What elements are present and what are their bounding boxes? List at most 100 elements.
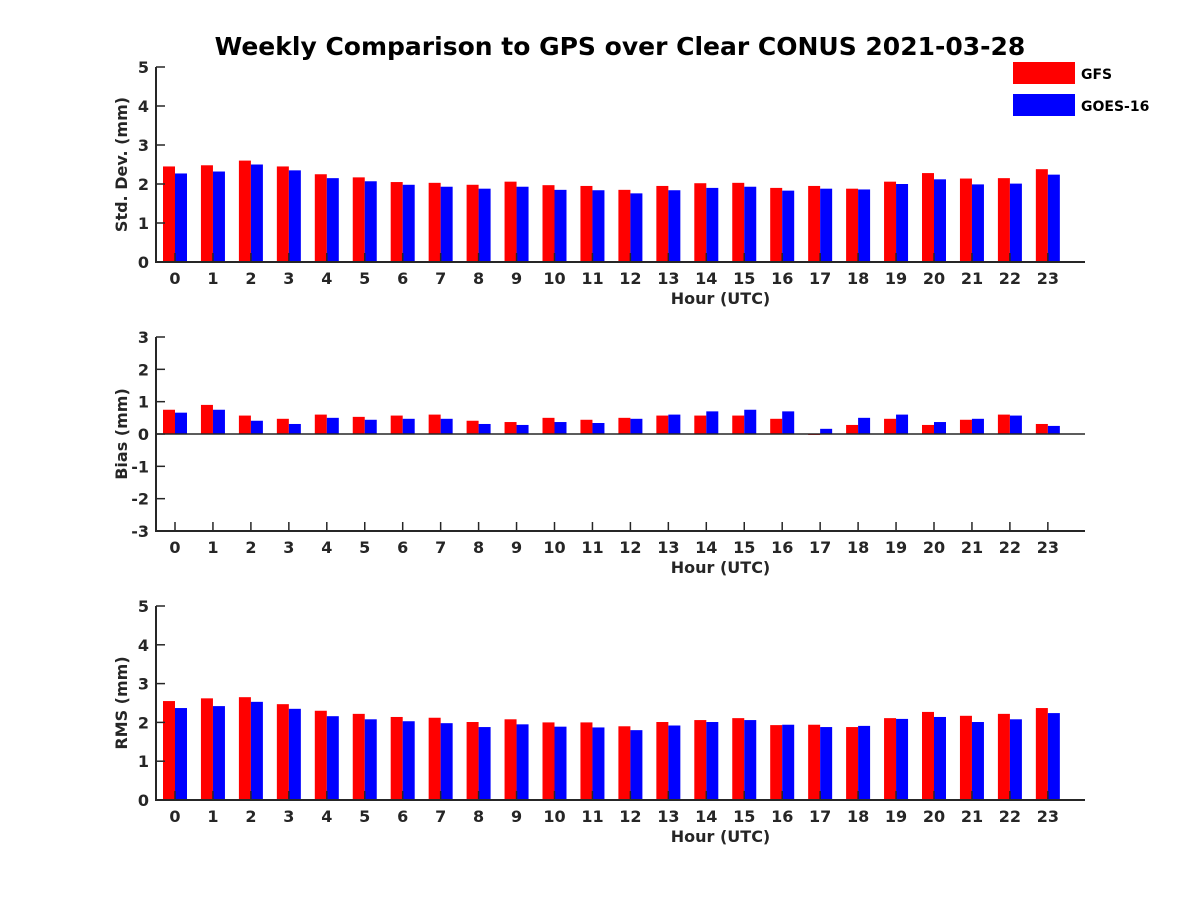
std-dev-bar-goes16-3 (288, 170, 301, 262)
rms-bar-gfs-1 (200, 698, 213, 800)
bias-bar-gfs-18 (846, 424, 859, 434)
rms-bar-gfs-6 (390, 716, 403, 800)
std-dev-xtick-label: 21 (961, 269, 983, 288)
rms-ytick-label: 4 (138, 636, 149, 655)
std-dev-bar-goes16-15 (744, 186, 757, 262)
bias-xtick-label: 14 (695, 538, 717, 557)
bias-bar-gfs-11 (580, 419, 593, 434)
bias-bar-goes16-0 (175, 412, 187, 434)
std-dev-bar-goes16-22 (1009, 183, 1022, 262)
std-dev-bar-gfs-4 (314, 174, 327, 262)
bias-bar-goes16-22 (1009, 415, 1022, 434)
bias-ytick-label: 2 (138, 360, 149, 379)
std-dev-bar-gfs-23 (1035, 169, 1048, 262)
std-dev-ytick-label: 0 (138, 253, 149, 272)
bias-xtick-label: 22 (999, 538, 1021, 557)
rms-xtick-label: 15 (733, 807, 755, 826)
std-dev-x-axis-label: Hour (UTC) (671, 289, 771, 308)
rms-xtick-label: 22 (999, 807, 1021, 826)
std-dev-xtick-label: 19 (885, 269, 907, 288)
legend-label-goes16: GOES-16 (1081, 99, 1149, 115)
bias-bar-gfs-7 (428, 414, 441, 434)
bias-bar-goes16-16 (782, 411, 795, 434)
bias-ytick-label: -1 (131, 457, 149, 476)
std-dev-bar-gfs-3 (276, 166, 289, 262)
bias-ytick-label: -2 (131, 490, 149, 509)
legend-label-gfs: GFS (1081, 67, 1112, 83)
std-dev-ytick-label: 1 (138, 214, 149, 233)
rms-xtick-label: 16 (771, 807, 793, 826)
rms-xtick-label: 19 (885, 807, 907, 826)
rms-bar-goes16-5 (364, 719, 377, 800)
rms-bar-gfs-4 (314, 710, 327, 800)
bias-xtick-label: 1 (207, 538, 218, 557)
bias-bar-goes16-5 (364, 419, 377, 434)
std-dev-xtick-label: 22 (999, 269, 1021, 288)
rms-bar-gfs-9 (504, 719, 517, 800)
std-dev-xtick-label: 18 (847, 269, 869, 288)
rms-xtick-label: 5 (359, 807, 370, 826)
bias-xtick-label: 3 (283, 538, 294, 557)
rms-bar-goes16-1 (212, 706, 225, 800)
rms-xtick-label: 10 (543, 807, 565, 826)
bias-bar-goes16-20 (934, 422, 946, 434)
bias-bar-goes16-15 (744, 409, 757, 434)
bias-bar-gfs-22 (997, 414, 1010, 434)
rms-bar-goes16-12 (630, 730, 643, 800)
rms-bar-goes16-4 (326, 716, 339, 800)
std-dev-xtick-label: 15 (733, 269, 755, 288)
rms-xtick-label: 7 (435, 807, 446, 826)
bias-xtick-label: 13 (657, 538, 679, 557)
rms-bar-goes16-23 (1047, 713, 1060, 800)
std-dev-bar-goes16-10 (554, 189, 567, 262)
std-dev-bar-gfs-5 (352, 177, 365, 262)
figure-title: Weekly Comparison to GPS over Clear CONU… (215, 32, 1026, 61)
rms-bar-goes16-2 (250, 701, 263, 800)
std-dev-xtick-label: 8 (473, 269, 484, 288)
std-dev-bar-goes16-5 (364, 181, 377, 262)
rms-bar-gfs-19 (884, 718, 897, 800)
rms-bar-gfs-16 (770, 725, 783, 800)
std-dev-bar-gfs-17 (808, 185, 821, 262)
bias-bar-gfs-2 (238, 415, 251, 434)
std-dev-xtick-label: 7 (435, 269, 446, 288)
std-dev-bar-gfs-7 (428, 182, 441, 262)
bias-bar-goes16-2 (250, 420, 263, 434)
std-dev-bar-goes16-9 (516, 186, 529, 262)
bias-bar-goes16-21 (971, 418, 984, 434)
rms-bar-gfs-22 (997, 713, 1010, 800)
std-dev-bar-gfs-20 (922, 173, 934, 262)
rms-bar-gfs-3 (276, 704, 289, 800)
std-dev-ytick-label: 5 (138, 58, 149, 77)
rms-bar-goes16-3 (288, 708, 301, 800)
rms-xtick-label: 17 (809, 807, 831, 826)
bias-xtick-label: 9 (511, 538, 522, 557)
rms-xtick-label: 12 (619, 807, 641, 826)
legend-swatch-gfs (1013, 62, 1075, 84)
rms-bar-goes16-0 (175, 708, 187, 800)
rms-bar-goes16-9 (516, 724, 529, 800)
bias-bar-goes16-14 (706, 411, 719, 434)
std-dev-y-axis-label: Std. Dev. (mm) (112, 97, 131, 232)
std-dev-bar-gfs-21 (959, 178, 972, 262)
bias-bar-goes16-3 (288, 423, 301, 434)
bias-bar-gfs-12 (618, 417, 631, 434)
bias-xtick-label: 6 (397, 538, 408, 557)
bias-bar-goes16-19 (896, 414, 909, 434)
std-dev-xtick-label: 3 (283, 269, 294, 288)
bias-bar-goes16-12 (630, 418, 643, 434)
std-dev-xtick-label: 5 (359, 269, 370, 288)
bias-x-axis-label: Hour (UTC) (671, 558, 771, 577)
std-dev-bar-gfs-14 (694, 183, 707, 262)
bias-bar-gfs-9 (504, 422, 517, 434)
std-dev-bar-goes16-0 (175, 173, 187, 262)
legend: GFS GOES-16 (1013, 62, 1149, 116)
bias-xtick-label: 17 (809, 538, 831, 557)
rms-x-axis-label: Hour (UTC) (671, 827, 771, 846)
rms-bar-goes16-17 (820, 727, 833, 800)
bias-bar-gfs-15 (732, 415, 745, 434)
bias-bar-gfs-21 (959, 419, 972, 434)
bias-xtick-label: 12 (619, 538, 641, 557)
bias-bar-gfs-3 (276, 418, 289, 434)
